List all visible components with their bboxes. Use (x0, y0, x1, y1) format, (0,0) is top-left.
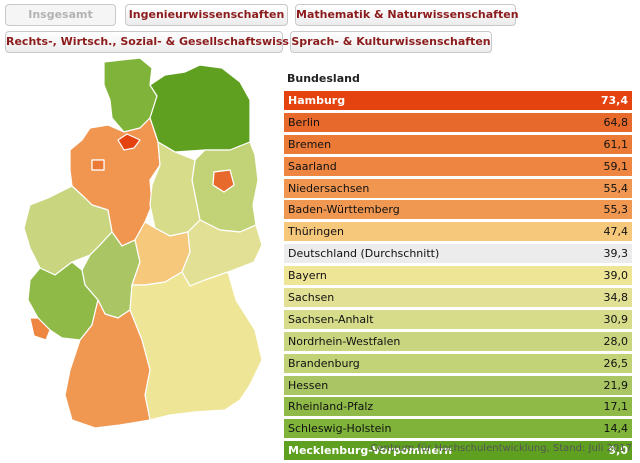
tab-sprach-kulturwissenschaften[interactable]: Sprach- & Kulturwissenschaften (290, 31, 492, 53)
table-row[interactable]: Sachsen 34,8 (283, 287, 633, 309)
row-state-value: 61,1 (603, 137, 629, 151)
row-state-name: Sachsen-Anhalt (288, 312, 374, 326)
row-state-name: Baden-Württemberg (288, 203, 400, 217)
row-state-name: Brandenburg (288, 356, 360, 370)
row-state-name: Bremen (288, 137, 332, 151)
row-state-name: Hessen (288, 378, 329, 392)
row-state-name: Bayern (288, 269, 327, 283)
table-row[interactable]: Hamburg 73,4 (283, 90, 633, 111)
row-state-value: 30,9 (603, 312, 629, 326)
row-state-name: Sachsen (288, 291, 335, 305)
row-state-value: 47,4 (603, 225, 629, 239)
row-state-value: 39,0 (603, 269, 629, 283)
table-row[interactable]: Brandenburg 26,5 (283, 352, 633, 374)
table-row[interactable]: Niedersachsen 55,4 (283, 177, 633, 199)
row-state-name: Saarland (288, 159, 337, 173)
map-state-bayern[interactable] (129, 271, 263, 421)
table-header-bundesland: Bundesland (287, 72, 360, 85)
table-row[interactable]: Bayern 39,0 (283, 265, 633, 287)
row-state-value: 28,0 (603, 334, 629, 348)
map-state-baden-wuerttemberg[interactable] (64, 299, 151, 429)
row-state-name: Niedersachsen (288, 181, 370, 195)
table-row[interactable]: Berlin 64,8 (283, 111, 633, 133)
table-row[interactable]: Baden-Württemberg 55,3 (283, 199, 633, 221)
table-row[interactable]: Saarland 59,1 (283, 155, 633, 177)
row-state-value: 55,4 (603, 181, 629, 195)
table-row[interactable]: Hessen 21,9 (283, 374, 633, 396)
row-state-value: 59,1 (603, 159, 629, 173)
table-row[interactable]: Schleswig-Holstein 14,4 (283, 418, 633, 440)
row-state-value: 73,4 (600, 94, 628, 107)
row-state-name: Schleswig-Holstein (288, 422, 392, 436)
table-row[interactable]: Mecklenburg-Vorpommern 9,0 (283, 440, 633, 462)
row-state-name: Rheinland-Pfalz (288, 400, 374, 414)
row-state-name: Berlin (288, 115, 320, 129)
row-state-value: 39,3 (603, 247, 629, 261)
map-state-bremen[interactable] (91, 159, 105, 171)
tab-rechts-wirtschafts-sozialwiss[interactable]: Rechts-, Wirtsch., Sozial- & Gesellschaf… (5, 31, 293, 53)
table-row[interactable]: Thüringen 47,4 (283, 221, 633, 243)
row-state-value: 55,3 (603, 203, 629, 217)
tab-ingenieurwissenschaften[interactable]: Ingenieurwissenschaften (125, 4, 288, 26)
source-note: Centrum für Hochschulentwicklung, Stand:… (370, 443, 632, 454)
row-state-name: Nordrhein-Westfalen (288, 334, 401, 348)
tab-mathematik-naturwissenschaften[interactable]: Mathematik & Naturwissenschaften (295, 4, 519, 26)
table-row[interactable]: Rheinland-Pfalz 17,1 (283, 396, 633, 418)
row-state-value: 17,1 (603, 400, 629, 414)
row-state-name: Mecklenburg-Vorpommern (288, 444, 453, 458)
table-row[interactable]: Deutschland (Durchschnitt) 39,3 (283, 243, 633, 265)
table-row[interactable]: Nordrhein-Westfalen 28,0 (283, 330, 633, 352)
row-state-name: Hamburg (288, 94, 346, 107)
row-state-name: Deutschland (Durchschnitt) (288, 247, 440, 261)
row-state-value: 64,8 (603, 115, 629, 129)
ranking-table: Hamburg 73,4 Berlin 64,8 Bremen 61,1 Saarland 5… (283, 90, 633, 462)
row-state-value: 26,5 (603, 356, 629, 370)
row-state-value: 14,4 (603, 422, 629, 436)
map-state-mecklenburg-vorpommern[interactable] (149, 64, 251, 153)
map-state-hamburg[interactable] (117, 133, 141, 151)
table-row[interactable]: Bremen 61,1 (283, 133, 633, 155)
row-state-name: Thüringen (288, 225, 344, 239)
germany-map (23, 58, 263, 429)
tab-insgesamt[interactable]: Insgesamt (5, 4, 116, 26)
table-row[interactable]: Sachsen-Anhalt 30,9 (283, 308, 633, 330)
row-state-value: 9,0 (608, 444, 629, 458)
map-state-saarland[interactable] (29, 317, 51, 341)
row-state-value: 34,8 (603, 291, 629, 305)
row-state-value: 21,9 (603, 378, 629, 392)
map-state-berlin[interactable] (212, 169, 235, 193)
